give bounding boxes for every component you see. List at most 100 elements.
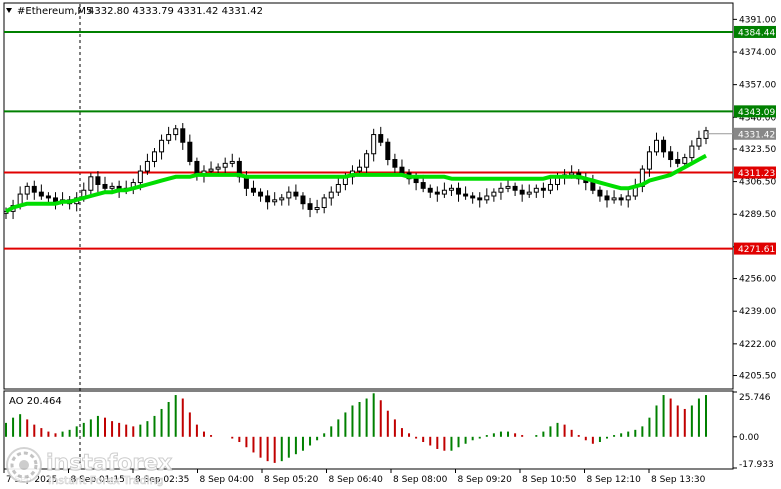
candle [434, 186, 440, 202]
ao-tick-label: 0.00 [739, 433, 759, 443]
level-tag [734, 25, 776, 38]
candle [250, 180, 256, 196]
candle [265, 190, 271, 210]
price-tick-label: 4306.50 [739, 178, 776, 188]
instaforex-watermark: instaforex Instant Forex Trading [6, 447, 173, 487]
ao-histogram [5, 393, 707, 463]
level-tag [734, 105, 776, 118]
time-tick-label: 8 Sep 10:50 [522, 475, 577, 485]
time-tick-label: 8 Sep 09:20 [458, 475, 513, 485]
candle [31, 180, 37, 200]
candle [427, 184, 433, 198]
price-tick-label: 4340.00 [739, 113, 776, 123]
ao-tick-label: 25.746 [739, 393, 771, 403]
price-tick-label: 4289.50 [739, 210, 776, 220]
level-tag-label: 4343.09 [738, 108, 775, 118]
candle [321, 194, 327, 214]
time-tick-label: 8 Sep 12:10 [587, 475, 642, 485]
time-tick-label: 8 Sep 05:20 [264, 475, 319, 485]
price-tick-label: 4205.50 [739, 372, 776, 382]
price-tick-label: 4239.00 [739, 307, 776, 317]
candle [180, 123, 186, 150]
candle [286, 186, 292, 206]
candle [604, 190, 610, 208]
candle [519, 184, 525, 202]
ao-tick-label: -17.933 [739, 460, 774, 470]
candle [272, 192, 278, 206]
candle [222, 157, 228, 175]
candle [102, 176, 108, 193]
candle [371, 128, 377, 162]
candle [611, 190, 617, 204]
candle [88, 172, 94, 196]
time-tick-label: 8 Sep 13:30 [651, 475, 706, 485]
candle [512, 182, 518, 196]
watermark-tagline: Instant Forex Trading [48, 474, 164, 487]
time-tick-label: 8 Sep 06:40 [329, 475, 384, 485]
candle [151, 148, 157, 168]
candle [696, 130, 702, 150]
candle [187, 134, 193, 166]
chart-header: #Ethereum,M5 4332.80 4333.79 4331.42 433… [6, 6, 263, 17]
candle [597, 186, 603, 202]
candle [654, 132, 660, 156]
candle [661, 136, 667, 158]
candle [675, 151, 681, 168]
candle [448, 184, 454, 196]
main-panel-frame [3, 2, 734, 390]
symbol-label: #Ethereum,M5 [17, 6, 92, 17]
candle [646, 146, 652, 177]
candle [279, 194, 285, 206]
candle [392, 153, 398, 175]
ma-line [5, 153, 707, 214]
candle [456, 182, 462, 202]
candle [293, 184, 299, 200]
candle [689, 140, 695, 166]
level-tag [734, 242, 776, 255]
candle [484, 188, 490, 204]
candle [547, 176, 553, 195]
current-price-label: 4331.42 [738, 130, 775, 140]
candle [208, 161, 214, 175]
level-tag-label: 4271.61 [738, 245, 775, 255]
candle [441, 182, 447, 198]
time-tick-label: 8 Sep 02:35 [135, 475, 189, 485]
candle [328, 186, 334, 206]
candle [166, 126, 172, 145]
level-tag-label: 4311.23 [738, 169, 775, 179]
candle [24, 182, 30, 200]
time-tick-label: 8 Sep 08:00 [393, 475, 448, 485]
price-tick-label: 4323.50 [739, 145, 776, 155]
candle [357, 159, 363, 175]
candle [378, 126, 384, 147]
level-tags: 4384.44 4343.09 4311.23 4271.61 4331.42 [706, 25, 776, 255]
candle [144, 153, 150, 175]
ao-panel-frame [3, 390, 734, 470]
candle [258, 188, 264, 202]
watermark-brand: instaforex [46, 451, 172, 476]
level-tag-label: 4384.44 [738, 28, 775, 38]
candle [229, 153, 235, 168]
time-tick-label: 8 Sep 01:15 [71, 475, 125, 485]
price-tick-label: 4222.00 [739, 340, 776, 350]
candle [307, 197, 313, 218]
ohlc-readout: 4332.80 4333.79 4331.42 4331.42 [88, 6, 263, 17]
candle [477, 192, 483, 208]
price-tick-label: 4357.00 [739, 81, 776, 91]
candle [625, 190, 631, 208]
candle [463, 186, 469, 200]
candle [95, 171, 101, 193]
level-tag [734, 166, 776, 179]
candle [505, 178, 511, 193]
price-tick-label: 4391.00 [739, 15, 776, 25]
candle [491, 188, 497, 202]
candle [159, 134, 165, 160]
ao-title: AO 20.464 [9, 396, 62, 407]
candle [300, 192, 306, 210]
triangle-down-icon[interactable] [6, 8, 12, 13]
candle [38, 184, 44, 200]
time-tick-label: 8 Sep 04:00 [200, 475, 255, 485]
ao-axis: 25.746 0.00 -17.933 [733, 391, 774, 470]
candle [335, 176, 341, 196]
